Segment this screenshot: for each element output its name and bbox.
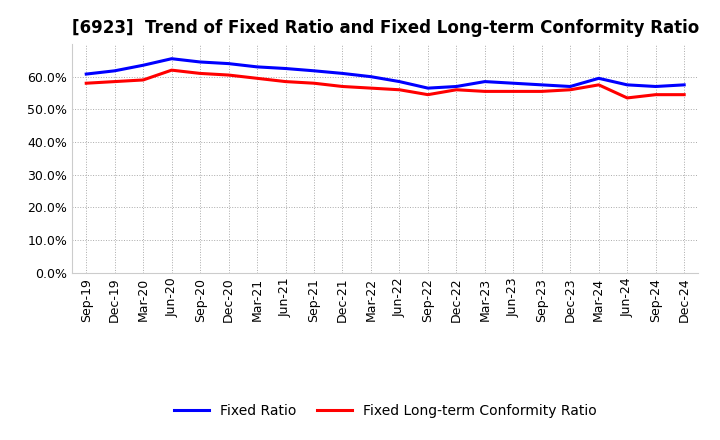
- Fixed Ratio: [282, 66, 290, 71]
- Title: [6923]  Trend of Fixed Ratio and Fixed Long-term Conformity Ratio: [6923] Trend of Fixed Ratio and Fixed Lo…: [71, 19, 699, 37]
- Line: Fixed Long-term Conformity Ratio: Fixed Long-term Conformity Ratio: [86, 70, 684, 98]
- Fixed Long-term Conformity Ratio: [452, 87, 461, 92]
- Fixed Long-term Conformity Ratio: [509, 89, 518, 94]
- Fixed Long-term Conformity Ratio: [680, 92, 688, 97]
- Legend: Fixed Ratio, Fixed Long-term Conformity Ratio: Fixed Ratio, Fixed Long-term Conformity …: [168, 399, 602, 424]
- Fixed Ratio: [338, 71, 347, 76]
- Fixed Ratio: [537, 82, 546, 88]
- Fixed Ratio: [680, 82, 688, 88]
- Fixed Long-term Conformity Ratio: [480, 89, 489, 94]
- Fixed Ratio: [167, 56, 176, 61]
- Fixed Long-term Conformity Ratio: [652, 92, 660, 97]
- Line: Fixed Ratio: Fixed Ratio: [86, 59, 684, 88]
- Fixed Long-term Conformity Ratio: [196, 71, 204, 76]
- Fixed Ratio: [423, 85, 432, 91]
- Fixed Long-term Conformity Ratio: [167, 67, 176, 73]
- Fixed Ratio: [225, 61, 233, 66]
- Fixed Ratio: [566, 84, 575, 89]
- Fixed Long-term Conformity Ratio: [537, 89, 546, 94]
- Fixed Long-term Conformity Ratio: [310, 81, 318, 86]
- Fixed Ratio: [652, 84, 660, 89]
- Fixed Long-term Conformity Ratio: [139, 77, 148, 83]
- Fixed Long-term Conformity Ratio: [395, 87, 404, 92]
- Fixed Ratio: [253, 64, 261, 70]
- Fixed Long-term Conformity Ratio: [338, 84, 347, 89]
- Fixed Long-term Conformity Ratio: [282, 79, 290, 84]
- Fixed Ratio: [395, 79, 404, 84]
- Fixed Long-term Conformity Ratio: [253, 76, 261, 81]
- Fixed Long-term Conformity Ratio: [423, 92, 432, 97]
- Fixed Ratio: [196, 59, 204, 65]
- Fixed Ratio: [509, 81, 518, 86]
- Fixed Ratio: [595, 76, 603, 81]
- Fixed Long-term Conformity Ratio: [225, 73, 233, 78]
- Fixed Ratio: [366, 74, 375, 79]
- Fixed Long-term Conformity Ratio: [366, 85, 375, 91]
- Fixed Long-term Conformity Ratio: [623, 95, 631, 101]
- Fixed Ratio: [82, 71, 91, 77]
- Fixed Long-term Conformity Ratio: [566, 87, 575, 92]
- Fixed Ratio: [452, 84, 461, 89]
- Fixed Ratio: [139, 62, 148, 68]
- Fixed Ratio: [310, 68, 318, 73]
- Fixed Ratio: [110, 68, 119, 73]
- Fixed Ratio: [480, 79, 489, 84]
- Fixed Long-term Conformity Ratio: [595, 82, 603, 88]
- Fixed Long-term Conformity Ratio: [110, 79, 119, 84]
- Fixed Ratio: [623, 82, 631, 88]
- Fixed Long-term Conformity Ratio: [82, 81, 91, 86]
